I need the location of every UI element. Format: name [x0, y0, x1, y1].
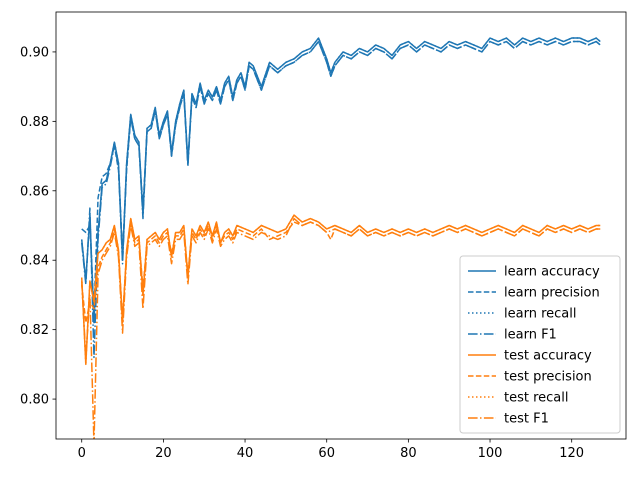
- series-line-test-f1: [80, 217, 601, 439]
- legend: learn accuracy learn precision learn recal…: [459, 255, 621, 434]
- x-tick-label: 20: [155, 446, 172, 461]
- series-line-test-precision: [80, 221, 601, 324]
- y-tick-label: 0.84: [20, 254, 49, 269]
- x-tick-label: 0: [78, 446, 86, 461]
- x-axis: 0 20 40 60 80 100 120: [78, 439, 584, 461]
- legend-label-learn-recall: learn recall: [504, 307, 576, 322]
- legend-label-learn-precision: learn precision: [504, 286, 600, 301]
- legend-label-test-precision: test precision: [504, 370, 592, 385]
- y-tick-label: 0.90: [20, 45, 49, 60]
- x-tick-label: 100: [478, 446, 503, 461]
- y-tick-label: 0.80: [20, 393, 49, 408]
- y-tick-label: 0.88: [20, 115, 49, 130]
- series-line-test-recall: [80, 214, 601, 366]
- plot-area: [80, 37, 601, 439]
- legend-label-test-accuracy: test accuracy: [504, 349, 592, 364]
- x-tick-label: 60: [318, 446, 335, 461]
- y-tick-label: 0.86: [20, 184, 49, 199]
- legend-label-test-recall: test recall: [504, 391, 569, 406]
- legend-box: [459, 255, 621, 434]
- x-tick-label: 120: [559, 446, 584, 461]
- legend-label-learn-accuracy: learn accuracy: [504, 265, 600, 280]
- x-tick-label: 80: [400, 446, 417, 461]
- y-axis: 0.80 0.82 0.84 0.86 0.88 0.90: [20, 45, 56, 408]
- series-line-learn-f1: [80, 40, 601, 359]
- legend-label-test-f1: test F1: [504, 412, 549, 427]
- x-tick-label: 40: [237, 446, 254, 461]
- y-tick-label: 0.82: [20, 323, 49, 338]
- axes-frame: [55, 11, 627, 440]
- legend-label-learn-f1: learn F1: [504, 328, 557, 343]
